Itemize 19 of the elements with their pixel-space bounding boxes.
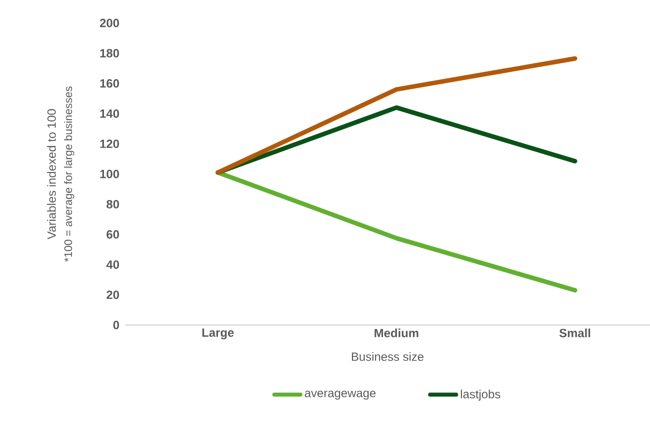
- x-tick-label: Small: [559, 328, 590, 338]
- y-tick-label: 20: [106, 290, 119, 300]
- y-tick-label: 60: [106, 230, 119, 239]
- legend-label: lastjobs: [460, 390, 500, 401]
- y-tick-label: 100: [100, 170, 119, 178]
- text: *100 = average for large businesses: [64, 86, 74, 262]
- y-tick-label: 0: [113, 320, 119, 330]
- legend-label: averagewage: [304, 390, 376, 400]
- y-tick-label: 40: [106, 260, 119, 269]
- y-tick-label: 160: [100, 79, 119, 88]
- x-axis-title: Business size: [352, 352, 424, 361]
- y-tick-label: 120: [100, 140, 119, 148]
- x-tick-label: Medium: [374, 328, 418, 338]
- y-tick-label: 180: [100, 48, 119, 58]
- y-tick-label: 80: [106, 200, 119, 208]
- y-tick-label: 200: [100, 18, 119, 28]
- x-tick-label: Large: [202, 328, 234, 340]
- y-tick-label: 140: [100, 109, 119, 118]
- y-axis-title: Variables indexed to 100: [47, 109, 56, 240]
